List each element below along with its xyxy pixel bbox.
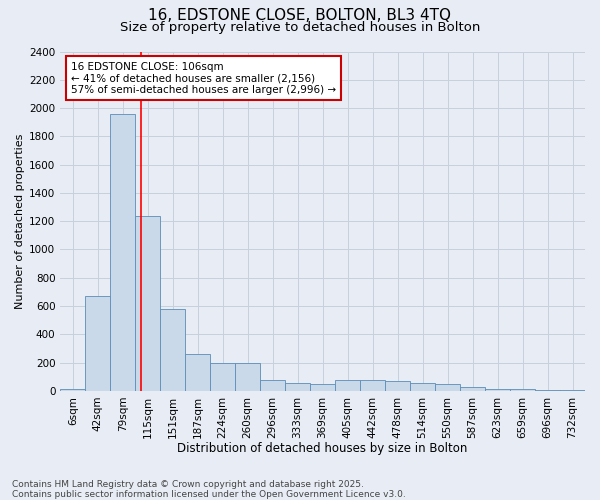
Bar <box>235 362 260 391</box>
Bar <box>160 309 185 391</box>
Bar <box>285 383 310 391</box>
Bar <box>210 362 235 391</box>
Bar <box>560 390 585 391</box>
Bar <box>85 296 110 391</box>
Text: Contains HM Land Registry data © Crown copyright and database right 2025.
Contai: Contains HM Land Registry data © Crown c… <box>12 480 406 499</box>
Bar <box>135 216 160 391</box>
Bar <box>310 384 335 391</box>
Y-axis label: Number of detached properties: Number of detached properties <box>15 134 25 309</box>
Bar <box>485 388 510 391</box>
Bar <box>410 383 435 391</box>
Bar <box>110 114 135 391</box>
Bar <box>185 354 210 391</box>
Bar <box>60 390 85 391</box>
Bar <box>535 390 560 391</box>
Text: Size of property relative to detached houses in Bolton: Size of property relative to detached ho… <box>120 21 480 34</box>
Bar <box>435 384 460 391</box>
Bar <box>360 380 385 391</box>
Bar <box>460 386 485 391</box>
Bar <box>335 380 360 391</box>
Text: 16 EDSTONE CLOSE: 106sqm
← 41% of detached houses are smaller (2,156)
57% of sem: 16 EDSTONE CLOSE: 106sqm ← 41% of detach… <box>71 62 336 95</box>
Text: 16, EDSTONE CLOSE, BOLTON, BL3 4TQ: 16, EDSTONE CLOSE, BOLTON, BL3 4TQ <box>149 8 452 22</box>
Bar <box>385 381 410 391</box>
X-axis label: Distribution of detached houses by size in Bolton: Distribution of detached houses by size … <box>178 442 468 455</box>
Bar <box>510 390 535 391</box>
Bar <box>260 380 285 391</box>
